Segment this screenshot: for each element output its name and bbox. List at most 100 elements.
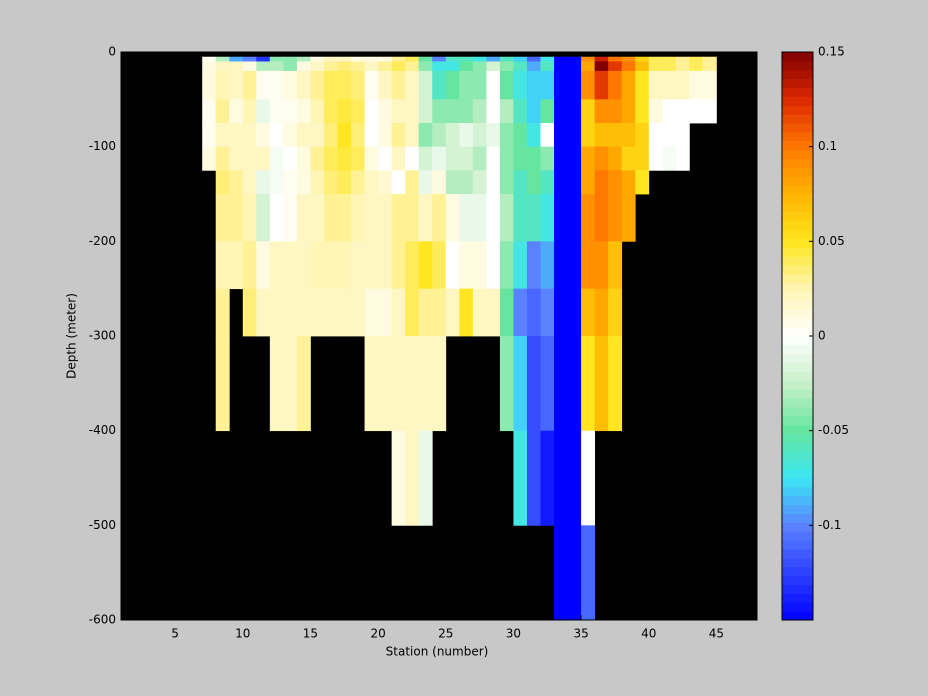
- heatmap-cell: [635, 146, 650, 171]
- colorbar-swatch: [782, 158, 813, 168]
- heatmap-cell: [702, 56, 717, 62]
- heatmap-cell: [296, 288, 311, 337]
- colorbar-swatch: [782, 273, 813, 284]
- colorbar-swatch: [782, 327, 813, 337]
- colorbar-swatch: [782, 486, 813, 497]
- colorbar-swatch: [782, 451, 813, 461]
- heatmap-cell: [337, 170, 352, 195]
- colorbar-swatch: [782, 593, 813, 603]
- heatmap-cell: [594, 61, 609, 72]
- heatmap-cell: [621, 99, 636, 124]
- heatmap-cell: [621, 123, 636, 148]
- heatmap-cell: [432, 194, 447, 242]
- colorbar-swatch: [782, 336, 813, 346]
- x-tick-label: 20: [370, 627, 385, 641]
- heatmap-cell: [337, 194, 352, 242]
- heatmap-cell: [567, 525, 582, 621]
- heatmap-cell: [323, 194, 338, 242]
- heatmap-cell: [378, 123, 393, 148]
- heatmap-cell: [215, 146, 230, 171]
- heatmap-cell: [405, 241, 420, 290]
- heatmap-cell: [283, 56, 298, 62]
- colorbar-swatch: [782, 504, 813, 514]
- heatmap-cell: [635, 99, 650, 124]
- heatmap-cell: [445, 241, 460, 290]
- heatmap-cell: [351, 288, 365, 337]
- heatmap-cell: [445, 146, 460, 171]
- heatmap-cell: [486, 99, 501, 124]
- heatmap-cell: [608, 194, 623, 242]
- colorbar-swatch: [782, 282, 813, 293]
- heatmap-cell: [554, 525, 568, 621]
- heatmap-cell: [554, 194, 568, 242]
- heatmap-cell: [675, 56, 690, 62]
- heatmap-cell: [554, 430, 568, 526]
- heatmap-cell: [526, 241, 541, 290]
- colorbar-tick-label: 0.15: [818, 45, 845, 59]
- heatmap-cell: [459, 70, 474, 100]
- heatmap-cell: [215, 288, 230, 337]
- heatmap-cell: [283, 146, 298, 171]
- heatmap-cell: [648, 123, 663, 148]
- heatmap-cell: [351, 194, 365, 242]
- heatmap-cell: [540, 194, 555, 242]
- heatmap-cell: [283, 70, 298, 100]
- heatmap-cell: [229, 241, 244, 290]
- heatmap-cell: [310, 56, 325, 62]
- heatmap-cell: [418, 336, 433, 432]
- heatmap-cell: [364, 99, 379, 124]
- heatmap-cell: [418, 61, 433, 72]
- heatmap-cell: [526, 170, 541, 195]
- heatmap-cell: [581, 525, 596, 621]
- heatmap-cell: [256, 170, 271, 195]
- heatmap-cell: [283, 123, 298, 148]
- heatmap-cell: [567, 194, 582, 242]
- heatmap-cell: [229, 56, 244, 62]
- heatmap-cell: [256, 288, 271, 337]
- heatmap-cell: [648, 146, 663, 171]
- heatmap-cell: [486, 241, 501, 290]
- heatmap-cell: [513, 56, 528, 62]
- heatmap-cell: [378, 336, 393, 432]
- heatmap-cell: [499, 56, 514, 62]
- colorbar-swatch: [782, 211, 813, 222]
- heatmap-cell: [405, 56, 420, 62]
- colorbar-swatch: [782, 309, 813, 319]
- heatmap-cell: [256, 146, 271, 171]
- heatmap-cell: [378, 99, 393, 124]
- heatmap-cell: [364, 123, 379, 148]
- heatmap-cell: [459, 56, 474, 62]
- heatmap-cell: [662, 56, 677, 62]
- heatmap-cell: [635, 170, 650, 195]
- y-tick-label: -400: [89, 423, 116, 437]
- heatmap-cell: [215, 241, 230, 290]
- heatmap-cell: [499, 241, 514, 290]
- heatmap-cell: [391, 70, 406, 100]
- heatmap-cell: [554, 61, 568, 72]
- heatmap-cell: [242, 61, 257, 72]
- heatmap-cell: [310, 123, 325, 148]
- heatmap-cell: [540, 56, 555, 62]
- heatmap-cell: [567, 170, 582, 195]
- heatmap-cell: [391, 170, 406, 195]
- heatmap-cell: [499, 99, 514, 124]
- heatmap-cell: [675, 61, 690, 72]
- colorbar-tick-label: -0.1: [818, 518, 841, 532]
- heatmap-cell: [418, 430, 433, 526]
- heatmap-cell: [283, 99, 298, 124]
- heatmap-cell: [689, 61, 704, 72]
- heatmap-cell: [567, 61, 582, 72]
- heatmap-cell: [242, 123, 257, 148]
- heatmap-cell: [202, 123, 217, 148]
- heatmap-cell: [283, 170, 298, 195]
- colorbar-swatch: [782, 105, 813, 115]
- heatmap-cell: [269, 123, 284, 148]
- heatmap-cell: [378, 146, 393, 171]
- heatmap-cell: [364, 56, 379, 62]
- heatmap-cell: [702, 61, 717, 72]
- heatmap-cell: [296, 123, 311, 148]
- heatmap-cell: [337, 146, 352, 171]
- heatmap-cell: [418, 170, 433, 195]
- y-tick-label: -300: [89, 329, 116, 343]
- heatmap-cell: [269, 288, 284, 337]
